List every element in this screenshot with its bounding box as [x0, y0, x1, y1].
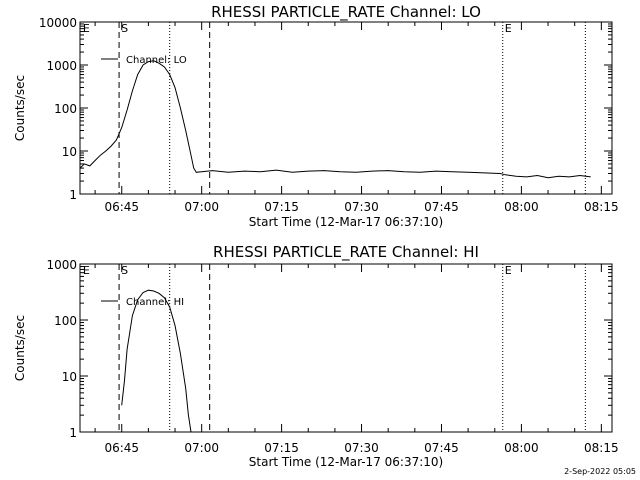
chart-panel-lo: RHESSI PARTICLE_RATE Channel: LO Counts/s…: [13, 3, 619, 229]
y-tick-label: 10000: [39, 16, 77, 30]
event-marker-label: S: [121, 264, 128, 277]
y-tick-label: 100: [54, 102, 77, 116]
y-tick-label: 10: [62, 370, 77, 384]
chart-title: RHESSI PARTICLE_RATE Channel: LO: [211, 3, 481, 22]
event-marker-label: E: [505, 22, 512, 35]
chart-title: RHESSI PARTICLE_RATE Channel: HI: [213, 243, 479, 262]
x-axis-label: Start Time (12-Mar-17 06:37:10): [249, 455, 443, 469]
y-tick-label: 1: [69, 426, 77, 440]
x-tick-label: 06:45: [104, 200, 139, 214]
event-marker-label: E: [83, 22, 90, 35]
y-tick-label: 1000: [46, 258, 77, 272]
series-line: [79, 60, 591, 179]
footer-timestamp: 2-Sep-2022 05:05: [564, 467, 636, 476]
x-tick-label: 07:00: [184, 441, 219, 455]
x-tick-label: 06:45: [104, 441, 139, 455]
y-tick-label: 10: [62, 145, 77, 159]
event-marker-label: E: [83, 264, 90, 277]
plot-frame: [79, 263, 613, 433]
x-tick-label: 08:15: [584, 200, 619, 214]
event-marker-label: S: [121, 22, 128, 35]
x-tick-label: 07:15: [264, 441, 299, 455]
x-tick-label: 07:30: [344, 200, 379, 214]
y-axis-label: Counts/sec: [13, 315, 27, 381]
x-tick-label: 07:30: [344, 441, 379, 455]
series-line: [121, 289, 192, 433]
x-tick-label: 07:45: [424, 200, 459, 214]
legend-label: Channel: HI: [126, 297, 184, 308]
plot-frame: [79, 21, 613, 195]
y-tick-label: 1000: [46, 59, 77, 73]
x-tick-label: 08:15: [584, 441, 619, 455]
x-axis-label: Start Time (12-Mar-17 06:37:10): [249, 215, 443, 229]
legend-label: Channel: LO: [126, 55, 187, 66]
y-tick-label: 1: [69, 188, 77, 202]
x-tick-label: 07:15: [264, 200, 299, 214]
x-tick-label: 08:00: [504, 441, 539, 455]
x-tick-label: 07:00: [184, 200, 219, 214]
x-tick-label: 07:45: [424, 441, 459, 455]
x-tick-label: 08:00: [504, 200, 539, 214]
y-axis-label: Counts/sec: [13, 75, 27, 141]
chart-panel-hi: RHESSI PARTICLE_RATE Channel: HI Counts/s…: [13, 243, 619, 469]
event-marker-label: E: [505, 264, 512, 277]
y-tick-label: 100: [54, 314, 77, 328]
